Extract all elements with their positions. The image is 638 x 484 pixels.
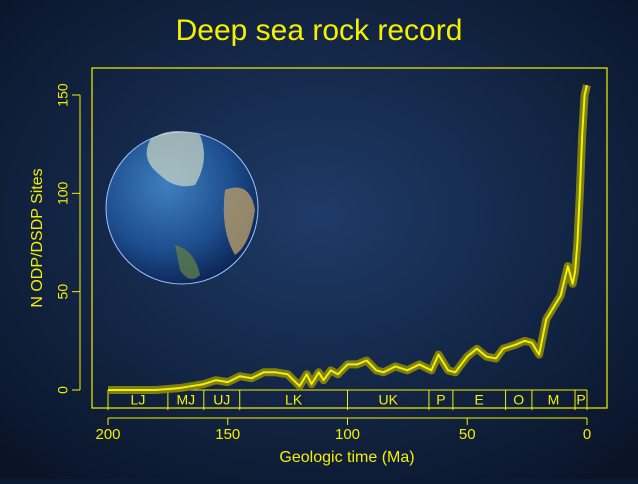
y-tick-label: 150 <box>55 83 71 107</box>
period-label: UJ <box>213 392 230 408</box>
period-label: LJ <box>131 392 146 408</box>
x-tick-label: 150 <box>215 426 240 443</box>
period-label: P <box>436 392 445 408</box>
chart-title: Deep sea rock record <box>176 14 463 47</box>
x-axis-label: Geologic time (Ma) <box>279 449 414 466</box>
line <box>108 84 588 391</box>
x-tick-label: 50 <box>459 426 476 443</box>
period-label: E <box>475 392 484 408</box>
period-label: MJ <box>177 392 196 408</box>
x-tick-label: 200 <box>95 426 120 443</box>
y-axis-label: N ODP/DSDP Sites <box>29 168 46 307</box>
y-tick-label: 0 <box>55 386 71 394</box>
period-label: O <box>513 392 524 408</box>
x-tick-label: 0 <box>583 426 591 443</box>
y-tick-label: 100 <box>55 181 71 205</box>
period-label: M <box>548 392 560 408</box>
x-tick-label: 100 <box>335 426 360 443</box>
plot-frame <box>91 67 608 409</box>
period-label: UK <box>378 392 398 408</box>
period-label: P <box>576 392 585 408</box>
y-tick-label: 50 <box>55 284 71 300</box>
period-label: LK <box>285 392 303 408</box>
globe <box>105 131 259 285</box>
